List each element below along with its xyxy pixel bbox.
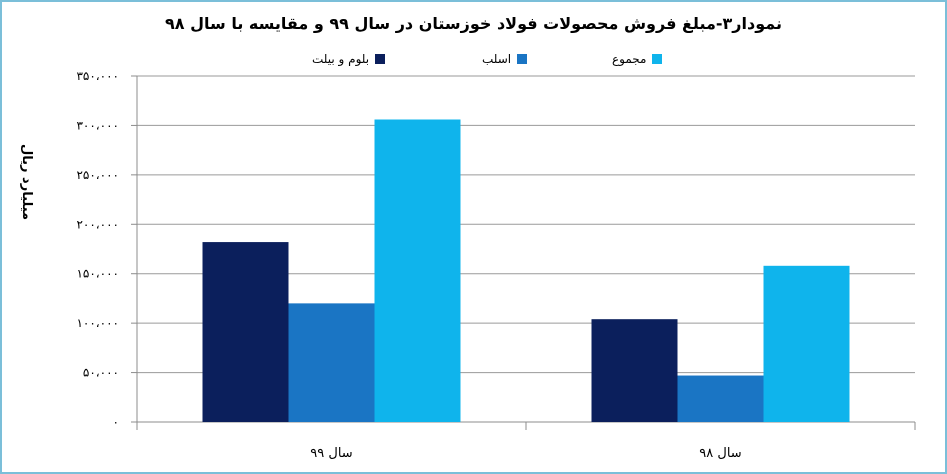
y-tick-label: ۱۰۰،۰۰۰	[76, 316, 119, 330]
y-tick-label: ۵۰،۰۰۰	[83, 366, 119, 380]
bar-1-1	[677, 375, 764, 422]
y-tick-label: ۳۰۰،۰۰۰	[76, 118, 119, 132]
legend-item-bloom-billet: بلوم و بیلت	[312, 52, 386, 66]
bar-0-1	[591, 319, 678, 422]
y-tick-label: ۳۵۰،۰۰۰	[76, 69, 119, 83]
legend-swatch-slab	[517, 54, 528, 64]
y-tick-label: ۲۰۰،۰۰۰	[76, 217, 119, 231]
y-tick-label: ۱۵۰،۰۰۰	[76, 267, 119, 281]
bar-0-0	[202, 242, 289, 422]
y-tick-label: ۰	[113, 415, 119, 429]
chart-title: نمودار۳-مبلغ فروش محصولات فولاد خوزستان …	[165, 14, 782, 33]
bar-2-0	[374, 119, 461, 423]
legend: بلوم و بیلت اسلب مجموع	[2, 52, 945, 72]
legend-swatch-bloom-billet	[375, 54, 386, 64]
legend-swatch-total	[652, 54, 663, 64]
legend-label-slab: اسلب	[482, 52, 512, 66]
x-category-label: سال ۹۸	[699, 446, 741, 461]
x-category-label: سال ۹۹	[310, 446, 352, 461]
y-axis-label: میلیارد ریال	[19, 143, 34, 221]
y-tick-label: ۲۵۰،۰۰۰	[76, 168, 119, 182]
legend-label-bloom-billet: بلوم و بیلت	[312, 52, 370, 66]
bar-2-1	[763, 265, 850, 422]
legend-item-slab: اسلب	[482, 52, 528, 66]
legend-label-total: مجموع	[612, 52, 647, 66]
legend-item-total: مجموع	[612, 52, 663, 66]
bar-1-0	[288, 303, 375, 422]
